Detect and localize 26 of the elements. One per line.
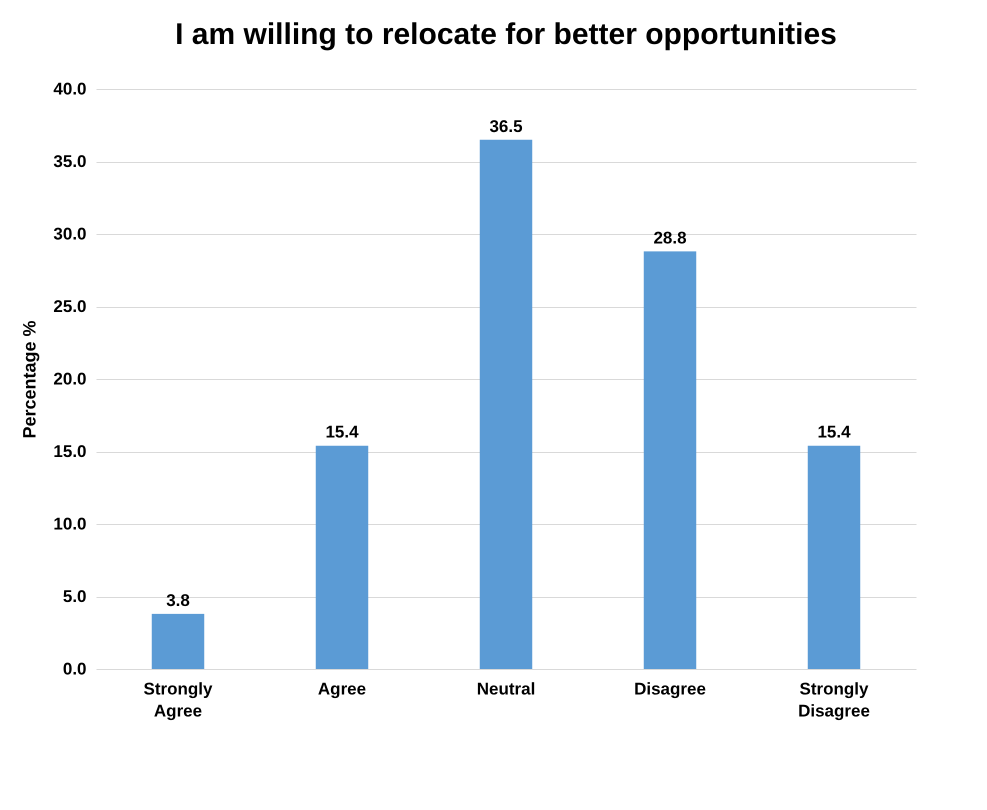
data-label: 15.4 xyxy=(325,422,360,442)
data-label: 3.8 xyxy=(166,590,190,610)
y-tick-label: 30.0 xyxy=(53,224,86,244)
bar xyxy=(152,614,204,669)
y-tick-label: 40.0 xyxy=(53,80,86,98)
bar xyxy=(480,140,532,669)
y-tick-label: 25.0 xyxy=(53,297,86,316)
x-tick-label: Agree xyxy=(318,680,366,698)
x-tick-label: Strongly Disagree xyxy=(798,680,870,720)
x-tick-label: Neutral xyxy=(476,680,536,698)
y-tick-label: 5.0 xyxy=(62,587,86,606)
y-tick-label: 0.0 xyxy=(62,660,86,678)
y-tick-label: 15.0 xyxy=(53,442,86,461)
y-axis-title: Percentage % xyxy=(19,320,40,439)
data-label: 36.5 xyxy=(489,116,523,136)
x-tick-label: Disagree xyxy=(634,680,706,698)
bar xyxy=(644,251,696,669)
data-label: 15.4 xyxy=(817,422,852,442)
y-tick-label: 20.0 xyxy=(53,370,86,388)
data-label: 28.8 xyxy=(653,228,687,248)
bar xyxy=(316,446,368,669)
y-tick-label: 35.0 xyxy=(53,152,86,171)
x-tick-label: Strongly Agree xyxy=(144,680,214,720)
y-tick-label: 10.0 xyxy=(53,514,86,534)
chart-title: I am willing to relocate for better opportunities xyxy=(175,18,837,51)
bar xyxy=(808,446,860,669)
